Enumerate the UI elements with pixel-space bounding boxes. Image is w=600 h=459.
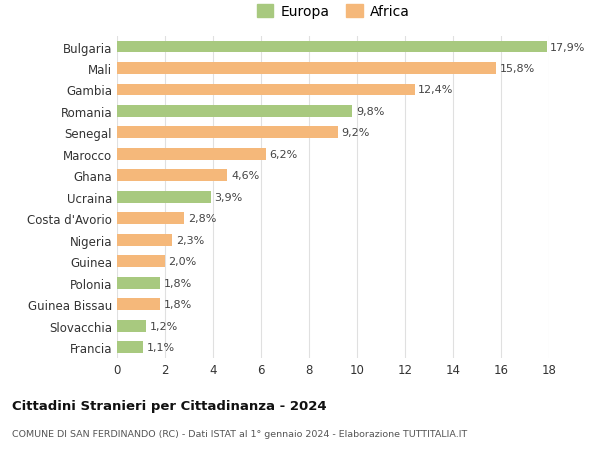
Bar (117, 213, 184, 224)
Text: 17,9%: 17,9% (550, 42, 586, 52)
Text: 1,1%: 1,1% (147, 342, 175, 353)
Text: 15,8%: 15,8% (500, 64, 535, 74)
Text: 2,8%: 2,8% (188, 214, 216, 224)
Text: 6,2%: 6,2% (269, 150, 298, 160)
Text: COMUNE DI SAN FERDINANDO (RC) - Dati ISTAT al 1° gennaio 2024 - Elaborazione TUT: COMUNE DI SAN FERDINANDO (RC) - Dati IST… (12, 429, 467, 438)
Bar (117, 170, 227, 182)
Bar (117, 84, 415, 96)
Bar (117, 277, 160, 289)
Text: 9,2%: 9,2% (341, 128, 370, 138)
Text: 2,0%: 2,0% (169, 257, 197, 267)
Text: 2,3%: 2,3% (176, 235, 204, 245)
Bar (117, 234, 172, 246)
Text: 12,4%: 12,4% (418, 85, 454, 95)
Bar (117, 256, 165, 268)
Bar (117, 41, 547, 53)
Text: 1,2%: 1,2% (149, 321, 178, 331)
Bar (117, 106, 352, 118)
Bar (117, 320, 146, 332)
Bar (117, 191, 211, 203)
Bar (117, 149, 266, 160)
Text: 1,8%: 1,8% (164, 278, 192, 288)
Text: 4,6%: 4,6% (231, 171, 259, 181)
Bar (117, 341, 143, 353)
Text: 3,9%: 3,9% (214, 192, 242, 202)
Bar (117, 63, 496, 75)
Text: 9,8%: 9,8% (356, 106, 384, 117)
Text: 1,8%: 1,8% (164, 299, 192, 309)
Bar (117, 127, 338, 139)
Legend: Europa, Africa: Europa, Africa (253, 1, 413, 23)
Bar (117, 298, 160, 310)
Text: Cittadini Stranieri per Cittadinanza - 2024: Cittadini Stranieri per Cittadinanza - 2… (12, 399, 326, 412)
